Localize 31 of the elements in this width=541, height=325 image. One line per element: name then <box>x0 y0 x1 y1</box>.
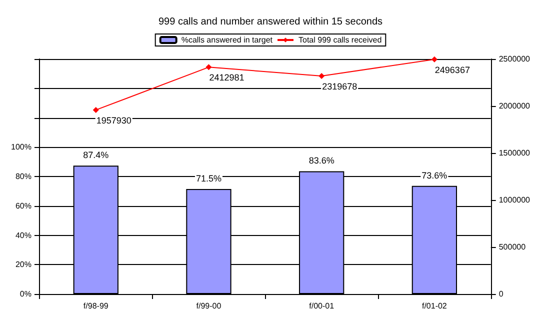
data-label: 71.5% <box>196 173 222 184</box>
legend-label: Total 999 calls received <box>298 36 382 44</box>
y2-tick-label: 2000000 <box>498 102 531 110</box>
y2-tick-label: 1500000 <box>498 148 531 158</box>
data-label: 2319678 <box>322 81 358 92</box>
y-tick-label: 80% <box>15 172 32 181</box>
legend-label: %calls answered in target <box>181 36 274 44</box>
data-label: 87.4% <box>83 150 109 160</box>
y2-tick-label: 1000000 <box>498 196 531 204</box>
y2-tick-label: 500000 <box>498 242 526 252</box>
point <box>92 106 99 113</box>
data-label: 73.6% <box>422 170 448 180</box>
chart-title: 999 calls and number answered within 15 seconds <box>158 16 383 28</box>
y-tick-label: 0% <box>20 290 32 298</box>
y2-tick-label: 0 <box>498 290 504 298</box>
data-label: 1957930 <box>96 115 132 126</box>
y-tick-label: 60% <box>15 201 32 210</box>
y-tick-label: 100% <box>10 142 32 152</box>
point <box>206 64 212 70</box>
point <box>318 72 325 79</box>
data-label: 83.6% <box>308 156 334 166</box>
point <box>431 56 438 62</box>
data-label: 2496367 <box>434 64 470 75</box>
x-tick-label: f/98-99 <box>83 302 109 310</box>
y2-tick-label: 2500000 <box>498 54 531 64</box>
y-tick-label: 40% <box>15 230 32 240</box>
x-tick-label: f/01-02 <box>422 302 448 310</box>
y-tick-label: 20% <box>15 260 32 270</box>
data-label: 2412981 <box>209 72 244 83</box>
x-tick-label: f/99-00 <box>196 302 222 310</box>
x-tick-label: f/00-01 <box>309 302 335 310</box>
